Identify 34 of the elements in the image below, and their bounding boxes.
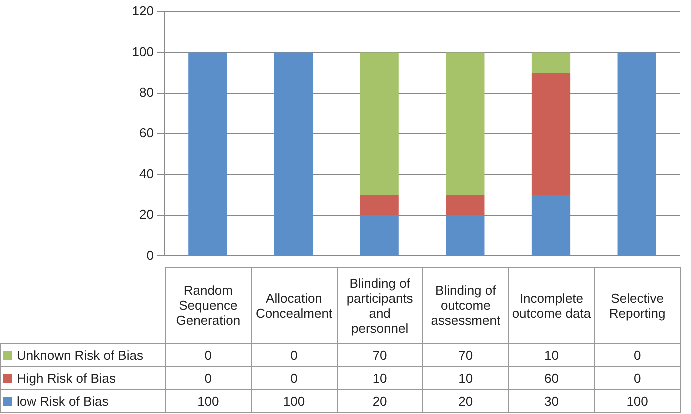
data-label: 10 bbox=[337, 366, 423, 390]
data-label: 10 bbox=[422, 366, 509, 390]
data-label: 100 bbox=[166, 390, 252, 412]
y-tick-label: 20 bbox=[140, 207, 154, 222]
x-tick-label: Allocation Concealment bbox=[251, 268, 338, 344]
data-label: 100 bbox=[594, 390, 680, 412]
x-tick-label: Blinding of outcome assessment bbox=[422, 268, 509, 344]
x-tick-label: Incomplete outcome data bbox=[508, 268, 595, 344]
data-label: 0 bbox=[594, 366, 680, 390]
data-label: 20 bbox=[337, 390, 423, 412]
data-label: 10 bbox=[508, 344, 595, 366]
legend-label: low Risk of Bias bbox=[0, 390, 166, 412]
x-tick-label: Random Sequence Generation bbox=[166, 268, 252, 344]
data-label: 60 bbox=[508, 366, 595, 390]
legend-label: Unknown Risk of Bias bbox=[0, 344, 166, 366]
y-tick-label: 120 bbox=[132, 4, 154, 19]
data-label: 0 bbox=[251, 344, 338, 366]
data-label: 0 bbox=[251, 366, 338, 390]
y-tick-label: 60 bbox=[140, 126, 154, 141]
data-label: 70 bbox=[337, 344, 423, 366]
y-tick-label: 40 bbox=[140, 166, 154, 182]
data-label: 30 bbox=[508, 390, 595, 412]
y-tick-label: 80 bbox=[140, 84, 154, 100]
y-tick-label: 100 bbox=[132, 44, 154, 60]
data-label: 0 bbox=[166, 344, 252, 366]
x-tick-label: Blinding of participants and personnel bbox=[337, 268, 423, 344]
data-label: 20 bbox=[422, 390, 509, 412]
y-tick-label: 0 bbox=[146, 248, 154, 263]
data-label: 0 bbox=[594, 344, 680, 366]
legend-label: High Risk of Bias bbox=[0, 366, 166, 390]
data-label: 100 bbox=[251, 390, 338, 412]
data-label: 70 bbox=[422, 344, 509, 366]
x-tick-label: Selective Reporting bbox=[594, 268, 680, 344]
data-label: 0 bbox=[166, 366, 252, 390]
